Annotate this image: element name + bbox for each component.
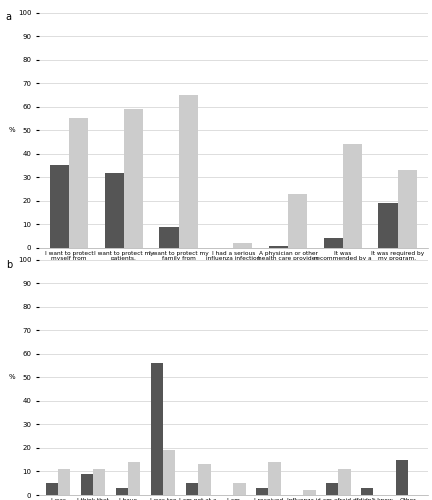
Bar [268,462,280,495]
Bar [116,488,128,495]
Bar [69,118,88,248]
Bar [178,95,198,248]
Bar [159,226,178,248]
Bar [233,243,252,248]
Bar [151,363,163,495]
Bar [396,460,408,495]
Bar [105,172,124,248]
Bar [397,170,417,248]
Bar [58,469,70,495]
Bar [324,238,343,248]
Bar [163,450,175,495]
Bar [233,483,245,495]
Bar [269,246,288,248]
Bar [256,488,268,495]
Bar [361,488,373,495]
Y-axis label: %: % [9,374,16,380]
Legend: Primary, Secondary: Primary, Secondary [185,358,282,367]
Bar [128,462,140,495]
Bar [186,483,198,495]
Bar [378,203,397,248]
Bar [93,469,105,495]
Bar [124,109,143,248]
Bar [198,464,210,495]
Bar [303,490,316,495]
Bar [46,483,58,495]
Bar [288,194,307,248]
Text: a: a [6,12,12,22]
Bar [50,166,69,248]
Bar [343,144,362,248]
Bar [81,474,93,495]
Bar [338,469,351,495]
Y-axis label: %: % [9,127,16,133]
Text: b: b [6,260,12,270]
Bar [326,483,338,495]
